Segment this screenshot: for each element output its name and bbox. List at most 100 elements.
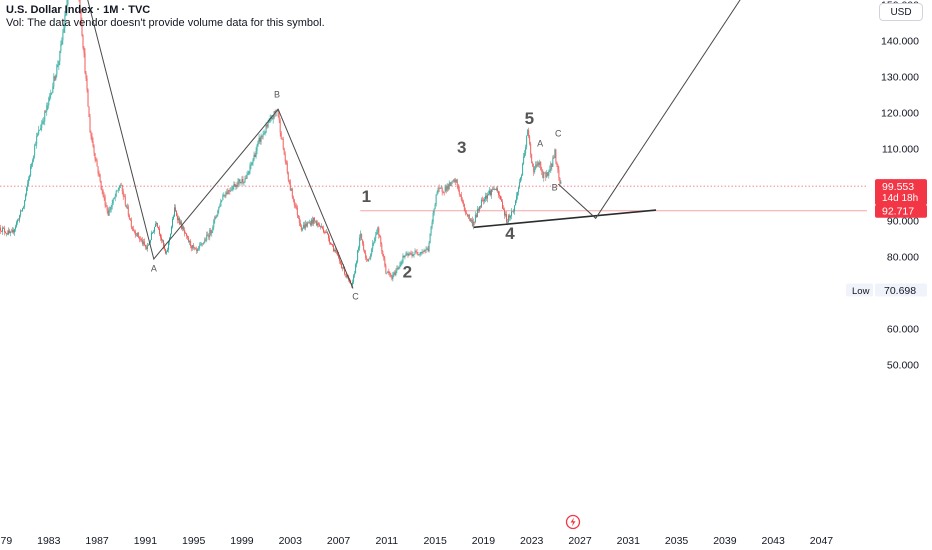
candle-body xyxy=(417,254,419,255)
candle xyxy=(526,135,528,150)
candle-body xyxy=(189,241,191,243)
candle xyxy=(52,82,54,94)
candle-body xyxy=(171,226,172,234)
candle-body xyxy=(5,232,6,234)
candle-body xyxy=(321,226,323,229)
candle xyxy=(92,137,94,148)
candle xyxy=(430,225,432,237)
candle-body xyxy=(46,105,48,112)
wave-letter-label: C xyxy=(555,128,562,138)
candle xyxy=(379,234,381,238)
candle xyxy=(399,261,401,269)
candle-body xyxy=(17,219,19,223)
candle xyxy=(285,159,287,165)
candle xyxy=(130,217,132,230)
candle xyxy=(439,187,441,189)
candle-body xyxy=(398,266,400,269)
candle-body xyxy=(110,206,112,210)
candle-body xyxy=(261,135,263,137)
candle xyxy=(295,203,297,210)
candle-body xyxy=(433,208,435,214)
candle-body xyxy=(520,177,522,183)
candle-body xyxy=(187,236,189,238)
candle xyxy=(531,153,533,164)
candle-body xyxy=(552,157,554,167)
candle-body xyxy=(558,169,560,178)
candle-body xyxy=(421,252,423,253)
tradingview-lightning-icon[interactable] xyxy=(564,514,582,530)
candle-body xyxy=(203,242,205,244)
candle-body xyxy=(454,179,456,183)
candle-body xyxy=(6,233,7,234)
candle xyxy=(264,131,266,136)
candle-body xyxy=(218,206,220,211)
candle xyxy=(296,205,298,219)
candle-body xyxy=(173,216,174,219)
candle xyxy=(219,203,221,208)
candle xyxy=(537,160,539,168)
candle-body xyxy=(544,172,546,174)
candle xyxy=(457,183,459,192)
y-tick-label: 60.000 xyxy=(887,324,919,336)
candle xyxy=(302,221,304,229)
candle-body xyxy=(292,197,294,200)
x-tick-label: 1983 xyxy=(37,535,61,547)
candle-body xyxy=(475,214,477,217)
candle-body xyxy=(338,254,339,258)
candle xyxy=(511,208,513,220)
candle-body xyxy=(166,251,167,254)
candle-body xyxy=(246,174,248,179)
candle-body xyxy=(422,252,424,253)
candle-body xyxy=(331,243,332,245)
bar-countdown: 14d 18h xyxy=(882,193,918,204)
candle-body xyxy=(130,220,132,227)
candle xyxy=(556,161,558,168)
candle-body xyxy=(29,175,31,180)
candle xyxy=(147,243,149,247)
candle xyxy=(189,240,191,246)
candle-body xyxy=(506,214,508,223)
candle xyxy=(278,113,280,123)
candle-body xyxy=(47,105,49,106)
candle xyxy=(171,225,172,235)
currency-button[interactable]: USD xyxy=(879,3,923,21)
candle-body xyxy=(427,248,429,252)
candle xyxy=(320,223,322,228)
candle xyxy=(162,238,163,243)
candle-body xyxy=(449,182,451,187)
time-axis[interactable]: 1979 1983 1987 1991 1995 1999 2003 2007 2011 2015… xyxy=(0,535,833,547)
candle-body xyxy=(468,215,470,219)
candle-body xyxy=(152,231,154,233)
candle xyxy=(362,239,364,246)
symbol-title[interactable]: U.S. Dollar Index · 1M · TVC xyxy=(6,4,151,16)
candle-body xyxy=(374,238,376,244)
candle-body xyxy=(405,253,407,257)
candle-body xyxy=(456,179,458,186)
candle-body xyxy=(302,224,304,228)
candle-body xyxy=(16,222,18,227)
candle xyxy=(62,29,64,45)
candle-body xyxy=(192,245,194,249)
candle-body xyxy=(22,208,24,212)
candle-body xyxy=(134,231,136,236)
candle-body xyxy=(161,237,162,241)
candle xyxy=(461,197,463,204)
candle-body xyxy=(536,164,538,166)
candle-body xyxy=(139,239,141,240)
candle-body xyxy=(352,282,354,286)
candle-body xyxy=(413,254,415,255)
candle-body xyxy=(510,216,512,218)
candle xyxy=(30,163,32,177)
x-tick-label: 2007 xyxy=(327,535,351,547)
candle-body xyxy=(198,247,200,249)
candle-body xyxy=(172,218,173,227)
candle-body xyxy=(41,123,43,129)
candle-body xyxy=(360,233,362,238)
candle xyxy=(288,179,290,185)
candle-body xyxy=(144,244,146,248)
candle-body xyxy=(373,243,375,244)
candle-body xyxy=(283,148,285,155)
candle-body xyxy=(537,162,539,166)
candle xyxy=(415,249,417,253)
